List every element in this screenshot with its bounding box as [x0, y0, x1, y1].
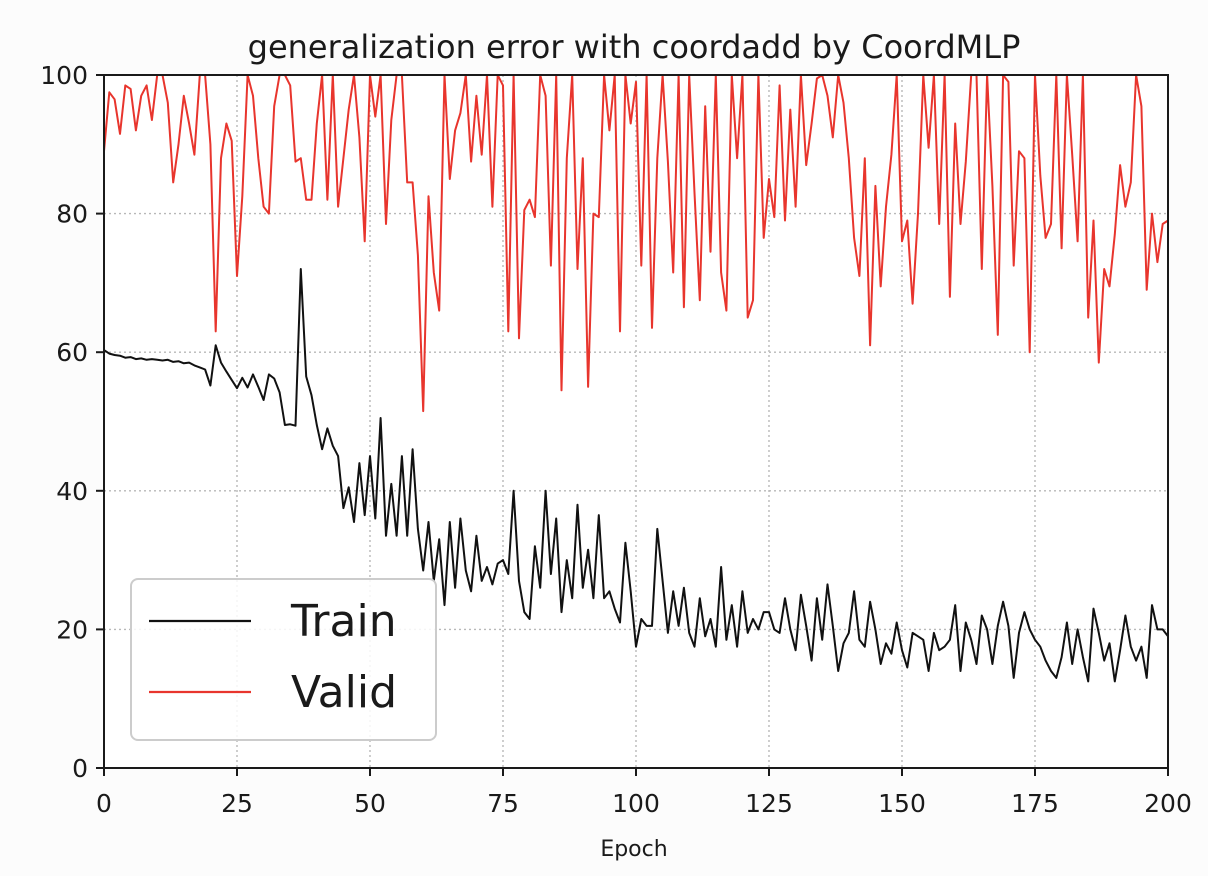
x-tick-label: 150 [878, 789, 926, 818]
y-tick-label: 40 [56, 477, 88, 506]
legend: Train Valid [130, 578, 437, 741]
x-tick-label: 75 [487, 789, 519, 818]
series-line-valid [104, 75, 1168, 413]
grid [104, 75, 1168, 768]
x-tick-label: 100 [612, 789, 660, 818]
y-tick-label: 80 [56, 200, 88, 229]
series-line-train [104, 268, 1168, 683]
y-axis: 0 20 40 60 80 100 [40, 61, 104, 783]
x-tick-label: 200 [1144, 789, 1192, 818]
x-tick-label: 25 [221, 789, 253, 818]
legend-label-valid: Valid [291, 667, 397, 718]
x-axis-label: Epoch [600, 837, 667, 862]
y-tick-label: 60 [56, 338, 88, 367]
legend-box [130, 578, 437, 741]
x-tick-label: 175 [1011, 789, 1059, 818]
y-tick-label: 0 [72, 754, 88, 783]
x-axis: 0 25 50 75 100 125 150 175 200 [96, 768, 1192, 818]
x-tick-label: 50 [354, 789, 386, 818]
x-tick-label: 125 [745, 789, 793, 818]
y-tick-label: 20 [56, 615, 88, 644]
chart-title: generalization error with coordadd by Co… [248, 28, 1021, 66]
x-tick-label: 0 [96, 789, 112, 818]
series-layer [104, 75, 1168, 683]
legend-label-train: Train [290, 596, 397, 647]
y-tick-label: 100 [40, 61, 88, 90]
